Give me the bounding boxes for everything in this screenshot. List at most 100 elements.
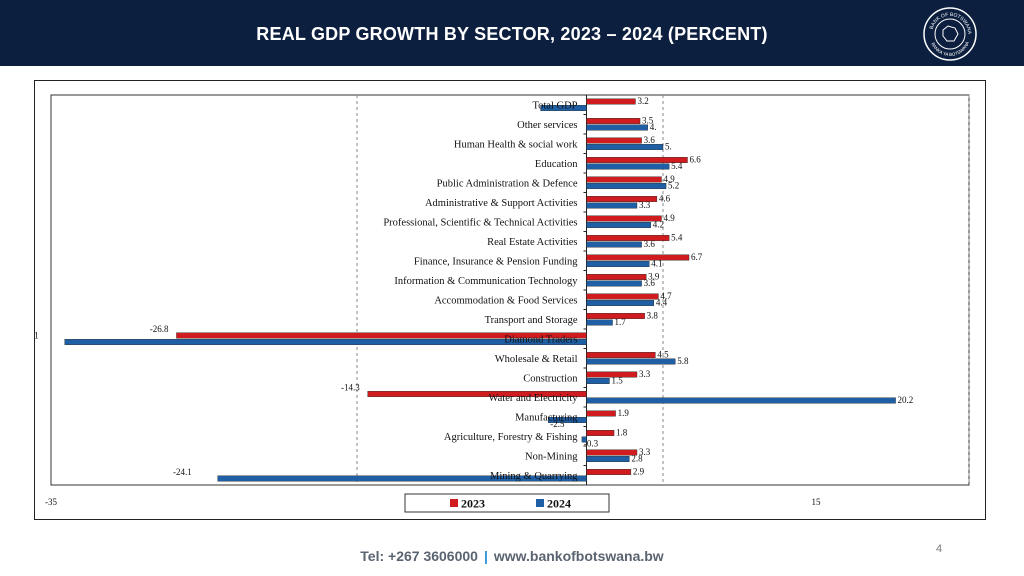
bar-2023[interactable]: [586, 469, 632, 475]
legend-label-2023[interactable]: 2023: [461, 497, 485, 511]
bar-2024[interactable]: [586, 261, 650, 267]
x-tick-label: -35: [45, 497, 57, 507]
bar-2024[interactable]: [586, 397, 896, 404]
data-label-2023: 2.9: [633, 466, 645, 476]
category-label: Real Estate Activities: [487, 237, 577, 248]
data-label-2023: 4.5: [657, 349, 669, 359]
footer: Tel: +267 3606000 | www.bankofbotswana.bw: [0, 548, 1024, 564]
data-label-2023: -14.3: [341, 382, 360, 392]
data-label-2023: 3.8: [647, 310, 659, 320]
data-label-2024: 5.8: [677, 356, 689, 366]
footer-tel: Tel: +267 3606000: [360, 548, 478, 564]
bar-2023[interactable]: [586, 313, 645, 319]
data-label-2023: 3.3: [639, 369, 651, 379]
bar-2024[interactable]: [586, 222, 651, 228]
category-label: Total GDP: [532, 100, 577, 111]
bar-2023[interactable]: [176, 332, 587, 339]
bar-2023[interactable]: [586, 215, 662, 222]
data-label-2024: 4.: [650, 122, 657, 132]
category-label: Human Health & social work: [454, 139, 578, 150]
bar-2024[interactable]: [548, 417, 587, 423]
bar-2024[interactable]: [586, 319, 613, 326]
category-label: Public Administration & Defence: [437, 178, 578, 189]
bar-2023[interactable]: [586, 274, 647, 280]
x-tick-label: 15: [812, 497, 822, 507]
data-label-2023: 5.4: [671, 232, 683, 242]
bar-2023[interactable]: [586, 352, 656, 358]
data-label-2024: 5.2: [668, 180, 679, 190]
data-label-2023: 3.5: [642, 115, 654, 125]
bar-2023[interactable]: [586, 235, 670, 241]
bar-2024[interactable]: [581, 436, 587, 443]
data-label-2023: 3.3: [639, 447, 651, 457]
bar-2023[interactable]: [586, 449, 638, 456]
data-label-2023: 3.2: [637, 96, 648, 106]
bar-2024[interactable]: [586, 163, 670, 170]
data-label-2023: 6.7: [691, 252, 703, 262]
data-label-2024: 1.7: [615, 317, 627, 327]
category-label: Finance, Insurance & Pension Funding: [414, 256, 578, 267]
bar-2024[interactable]: [586, 456, 630, 462]
bar-2024[interactable]: [217, 475, 587, 482]
bar-2023[interactable]: [586, 137, 642, 144]
bar-2024[interactable]: [64, 339, 587, 345]
page-number: 4: [936, 543, 943, 555]
page-title: REAL GDP GROWTH BY SECTOR, 2023 – 2024 (…: [256, 24, 768, 44]
category-label: Transport and Storage: [485, 315, 578, 326]
footer-website[interactable]: www.bankofbotswana.bw: [493, 548, 664, 564]
category-label: Other services: [517, 120, 577, 131]
data-label-2023: 4.7: [660, 291, 672, 301]
bar-2024[interactable]: [586, 144, 664, 150]
bar-2023[interactable]: [586, 254, 690, 261]
chart-frame: 3.2 Total GDP 3.5 4. Other services 3.6 5. Huma…: [34, 80, 986, 520]
bar-2023[interactable]: [586, 430, 615, 436]
category-label: Wholesale & Retail: [495, 354, 578, 365]
bar-2024[interactable]: [540, 105, 587, 111]
bar-2024[interactable]: [586, 241, 642, 248]
data-label-2024: 3.3: [639, 200, 651, 210]
legend-swatch-2023: [450, 499, 458, 507]
data-label-2024: 4.2: [653, 219, 664, 229]
data-label-2023: 4.6: [659, 193, 671, 203]
category-label: Administrative & Support Activities: [425, 198, 578, 209]
bar-2023[interactable]: [586, 410, 616, 417]
bank-seal-logo: BANK OF BOTSWANA BANKA YA BOTSWANA: [923, 7, 977, 61]
bar-2024[interactable]: [586, 358, 676, 365]
bar-2023[interactable]: [586, 371, 638, 378]
category-label: Water and Electricity: [489, 393, 579, 404]
category-label: Manufacturing: [515, 412, 578, 423]
data-label-2024: -24.1: [173, 467, 192, 477]
bar-2024[interactable]: [586, 280, 642, 287]
data-label-2024: 4.4: [656, 297, 668, 307]
bar-2023[interactable]: [586, 293, 659, 300]
data-label-2023: 4.9: [663, 213, 675, 223]
legend-swatch-2024: [536, 499, 544, 507]
data-label-2023: -26.8: [150, 324, 169, 334]
category-label: Mining & Quarrying: [490, 471, 578, 482]
bar-2024[interactable]: [586, 202, 638, 209]
bar-2024[interactable]: [586, 183, 667, 189]
plot-area: [50, 94, 970, 486]
bar-2023[interactable]: [586, 157, 688, 163]
bar-2023[interactable]: [367, 391, 587, 397]
footer-separator: |: [483, 548, 488, 564]
category-label: Information & Communication Technology: [394, 276, 578, 287]
category-label: Education: [535, 159, 578, 170]
data-label-2024: -34.1: [35, 330, 39, 340]
bar-2024[interactable]: [586, 124, 648, 131]
data-label-2024: -0.3: [584, 438, 599, 448]
category-label: Non-Mining: [525, 451, 578, 462]
data-label-2024: 20.2: [898, 395, 914, 405]
bar-2023[interactable]: [586, 196, 658, 202]
data-label-2023: 1.8: [616, 427, 628, 437]
bar-2023[interactable]: [586, 176, 662, 183]
bar-2024[interactable]: [586, 378, 610, 384]
bar-2023[interactable]: [586, 98, 636, 105]
legend-label-2024[interactable]: 2024: [547, 497, 571, 511]
bar-2024[interactable]: [586, 300, 655, 306]
data-label-2023: 3.9: [648, 271, 660, 281]
data-label-2024: 1.5: [611, 375, 623, 385]
category-label: Construction: [523, 373, 578, 384]
bar-2023[interactable]: [586, 118, 641, 124]
legend-box: [404, 493, 610, 513]
